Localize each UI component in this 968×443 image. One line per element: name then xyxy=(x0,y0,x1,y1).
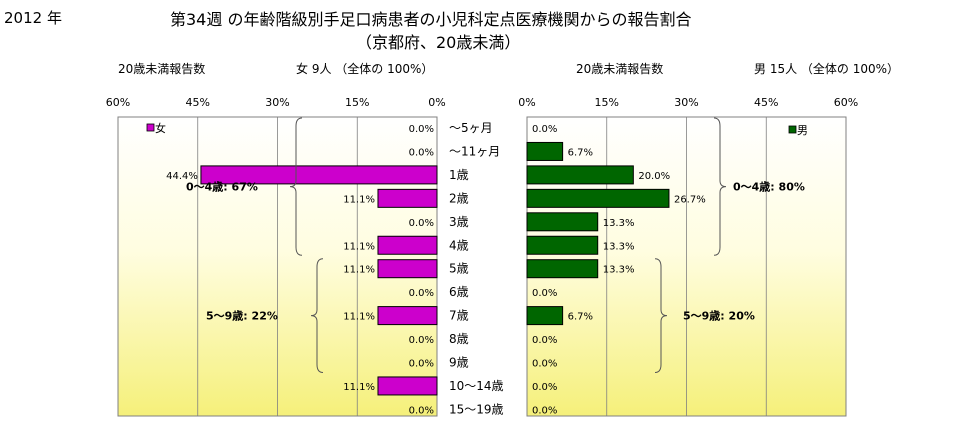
left-count-label: 20歳未満報告数 xyxy=(118,62,206,76)
male-value-label: 6.7% xyxy=(568,312,593,323)
right-bracket-label: 0～4歳: 80% xyxy=(733,180,805,194)
right-bracket-0-4 xyxy=(713,117,727,256)
male-bar xyxy=(526,141,564,161)
male-value-label: 26.7% xyxy=(674,194,706,205)
right-count-label: 20歳未満報告数 xyxy=(576,62,664,76)
category-label: 2歳 xyxy=(449,191,469,205)
category-label: 7歳 xyxy=(449,309,469,323)
female-bar xyxy=(200,165,438,185)
male-value-label: 13.3% xyxy=(603,218,635,229)
male-value-label: 0.0% xyxy=(532,359,557,370)
male-value-label: 20.0% xyxy=(638,171,670,182)
female-value-label: 0.0% xyxy=(409,147,434,158)
female-value-label: 0.0% xyxy=(409,288,434,299)
right-tick-label: 60% xyxy=(834,96,858,109)
female-bar xyxy=(377,188,438,208)
male-value-label: 13.3% xyxy=(603,241,635,252)
female-value-label: 11.1% xyxy=(343,194,375,205)
category-label: 15～19歳 xyxy=(449,402,504,416)
left-total-label: 女 9人 （全体の 100%） xyxy=(296,62,434,76)
female-value-label: 0.0% xyxy=(409,218,434,229)
chart-subtitle: （京都府、20歳未満） xyxy=(356,33,521,52)
right-bracket-label: 5～9歳: 20% xyxy=(683,309,755,323)
category-label: 6歳 xyxy=(449,285,469,299)
left-bracket-label: 0～4歳: 67% xyxy=(186,180,258,194)
female-value-label: 0.0% xyxy=(409,405,434,416)
left-bracket-5-9 xyxy=(310,258,324,373)
left-tick-label: 30% xyxy=(265,96,289,109)
female-bar xyxy=(377,306,438,326)
category-label: 4歳 xyxy=(449,238,469,252)
right-tick-label: 0% xyxy=(518,96,535,109)
male-bar xyxy=(526,306,564,326)
male-legend-label: 男 xyxy=(797,124,808,137)
male-legend-swatch xyxy=(788,125,797,134)
right-tick-label: 45% xyxy=(754,96,778,109)
female-value-label: 11.1% xyxy=(343,265,375,276)
left-tick-label: 60% xyxy=(106,96,130,109)
female-value-label: 44.4% xyxy=(166,171,198,182)
male-value-label: 13.3% xyxy=(603,265,635,276)
male-bar xyxy=(526,165,634,185)
category-label: ～5ヶ月 xyxy=(449,121,493,135)
female-value-label: 0.0% xyxy=(409,359,434,370)
male-value-label: 0.0% xyxy=(532,405,557,416)
category-label: 8歳 xyxy=(449,332,469,346)
male-bar xyxy=(526,188,670,208)
male-bar xyxy=(526,259,599,279)
category-label: 5歳 xyxy=(449,262,469,276)
left-tick-label: 45% xyxy=(186,96,210,109)
female-bar xyxy=(377,259,438,279)
year-label: 2012 年 xyxy=(4,9,62,27)
right-bracket-5-9 xyxy=(654,258,668,373)
female-value-label: 11.1% xyxy=(343,241,375,252)
male-value-label: 6.7% xyxy=(568,147,593,158)
male-value-label: 0.0% xyxy=(532,335,557,346)
male-value-label: 0.0% xyxy=(532,124,557,135)
left-tick-label: 0% xyxy=(428,96,445,109)
left-bracket-label: 5～9歳: 22% xyxy=(206,309,278,323)
female-legend-swatch xyxy=(146,123,155,132)
left-bracket-0-4 xyxy=(289,117,303,256)
female-value-label: 0.0% xyxy=(409,335,434,346)
female-value-label: 0.0% xyxy=(409,124,434,135)
male-value-label: 0.0% xyxy=(532,382,557,393)
category-label: 3歳 xyxy=(449,215,469,229)
category-label: ～11ヶ月 xyxy=(449,144,500,158)
right-tick-label: 30% xyxy=(674,96,698,109)
female-value-label: 11.1% xyxy=(343,312,375,323)
female-legend-label: 女 xyxy=(155,121,166,135)
right-total-label: 男 15人 （全体の 100%） xyxy=(754,62,900,76)
right-tick-label: 15% xyxy=(595,96,619,109)
category-label: 10～14歳 xyxy=(449,379,504,393)
male-value-label: 0.0% xyxy=(532,288,557,299)
chart-title: 第34週 の年齢階級別手足口病患者の小児科定点医療機関からの報告割合 xyxy=(170,10,692,29)
category-label: 9歳 xyxy=(449,356,469,370)
male-bar xyxy=(526,235,599,255)
left-tick-label: 15% xyxy=(345,96,369,109)
female-bar xyxy=(377,235,438,255)
category-label: 1歳 xyxy=(449,168,469,182)
female-bar xyxy=(377,376,438,396)
female-value-label: 11.1% xyxy=(343,382,375,393)
male-bar xyxy=(526,212,599,232)
